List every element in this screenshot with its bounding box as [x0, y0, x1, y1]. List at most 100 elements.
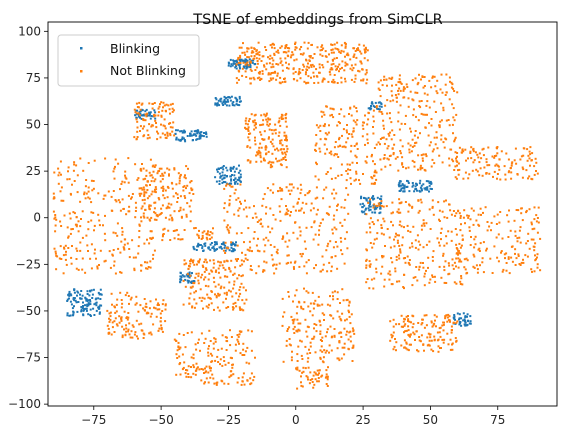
- data-point: [447, 119, 450, 121]
- data-point: [339, 302, 341, 304]
- data-point: [89, 300, 92, 303]
- data-point: [99, 298, 102, 300]
- data-point: [307, 378, 309, 381]
- data-point: [66, 300, 69, 302]
- data-point: [520, 155, 523, 158]
- data-point: [277, 51, 280, 54]
- data-point: [334, 290, 336, 293]
- data-point: [315, 330, 318, 333]
- data-point: [230, 182, 233, 185]
- data-point: [455, 113, 458, 116]
- data-point: [205, 267, 208, 270]
- data-point: [215, 243, 218, 246]
- data-point: [416, 234, 419, 237]
- data-point: [430, 339, 433, 342]
- data-point: [241, 51, 244, 54]
- data-point: [298, 226, 301, 229]
- data-point: [436, 147, 439, 150]
- data-point: [403, 324, 406, 327]
- data-point: [519, 241, 522, 244]
- data-point: [175, 229, 178, 232]
- data-point: [181, 131, 184, 134]
- data-point: [469, 152, 472, 154]
- data-point: [77, 301, 80, 303]
- data-point: [224, 268, 227, 271]
- data-point: [392, 331, 395, 334]
- data-point: [346, 172, 349, 175]
- data-point: [474, 235, 477, 238]
- data-point: [223, 95, 226, 98]
- data-point: [267, 118, 270, 121]
- data-point: [127, 210, 130, 213]
- data-point: [288, 295, 290, 298]
- data-point: [318, 369, 321, 372]
- data-point: [226, 260, 229, 263]
- data-point: [325, 375, 328, 378]
- data-point: [418, 73, 420, 76]
- data-point: [187, 376, 190, 378]
- data-point: [355, 156, 358, 159]
- data-point: [293, 59, 296, 62]
- data-point: [396, 210, 399, 213]
- data-point: [300, 381, 302, 384]
- data-point: [482, 241, 485, 244]
- data-point: [315, 134, 318, 136]
- data-point: [434, 280, 437, 283]
- data-point: [321, 44, 324, 47]
- data-point: [159, 103, 161, 106]
- data-point: [296, 305, 299, 308]
- data-point: [286, 254, 289, 257]
- data-point: [139, 125, 142, 128]
- data-point: [517, 209, 520, 212]
- data-point: [257, 237, 259, 240]
- data-point: [255, 66, 258, 69]
- data-point: [425, 180, 428, 183]
- data-point: [144, 261, 146, 264]
- data-point: [525, 209, 528, 212]
- data-point: [240, 58, 243, 61]
- data-point: [111, 326, 114, 329]
- data-point: [243, 51, 246, 54]
- data-point: [322, 361, 325, 364]
- data-point: [265, 62, 268, 65]
- data-point: [485, 249, 488, 252]
- data-point: [213, 262, 216, 265]
- data-point: [124, 294, 127, 297]
- data-point: [340, 44, 343, 47]
- data-point: [279, 76, 282, 79]
- data-point: [430, 118, 433, 120]
- data-point: [228, 182, 231, 185]
- data-point: [135, 116, 138, 119]
- data-point: [192, 280, 195, 282]
- data-point: [345, 129, 348, 132]
- data-point: [403, 287, 405, 290]
- data-point: [161, 172, 164, 175]
- data-point: [422, 86, 425, 89]
- data-point: [244, 63, 247, 66]
- data-point: [177, 197, 179, 199]
- data-point: [90, 289, 93, 292]
- data-point: [355, 172, 358, 175]
- data-point: [500, 251, 502, 254]
- data-point: [456, 312, 459, 315]
- data-point: [476, 268, 479, 271]
- series-not-blinking: [52, 41, 542, 390]
- data-point: [365, 82, 368, 85]
- data-point: [230, 250, 233, 253]
- data-point: [222, 356, 225, 359]
- data-point: [221, 178, 224, 181]
- data-point: [326, 270, 329, 273]
- data-point: [55, 218, 58, 221]
- data-point: [242, 286, 245, 289]
- data-point: [329, 295, 331, 298]
- data-point: [231, 306, 234, 309]
- data-point: [338, 138, 340, 141]
- data-point: [337, 65, 339, 68]
- legend-label-not-blinking: Not Blinking: [110, 63, 186, 78]
- data-point: [227, 361, 230, 364]
- data-point: [299, 209, 302, 212]
- data-point: [168, 168, 171, 171]
- data-point: [381, 84, 384, 87]
- data-point: [271, 57, 274, 60]
- data-point: [209, 238, 212, 240]
